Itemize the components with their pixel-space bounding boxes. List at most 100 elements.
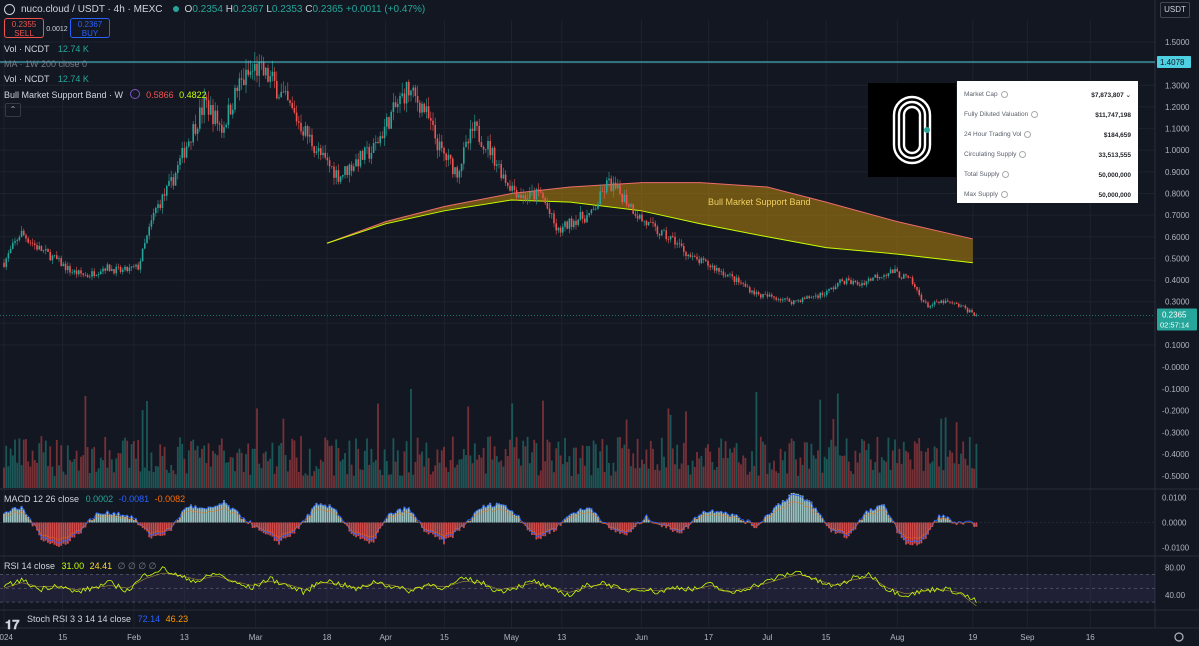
volume-bar: [755, 392, 758, 488]
candle-body: [144, 243, 146, 249]
legend-bmsb[interactable]: Bull Market Support Band · W 0.5866 0.48…: [4, 89, 207, 100]
info-icon: [1031, 111, 1039, 119]
volume-bar: [231, 457, 234, 488]
candle-body: [727, 274, 729, 277]
macd-histogram-bar: [405, 509, 408, 523]
time-tick-label: Sep: [1020, 633, 1035, 642]
macd-histogram-bar: [814, 507, 817, 523]
chevron-up-icon[interactable]: ⌃: [5, 103, 21, 117]
macd-histogram-bar: [308, 515, 311, 523]
volume-bar: [300, 436, 302, 488]
candle-body: [333, 166, 335, 178]
candle-body: [117, 266, 120, 268]
macd-histogram-bar: [51, 522, 54, 544]
legend-volume-2[interactable]: Vol · NCDT 12.74 K: [4, 74, 89, 84]
candle-body: [218, 123, 221, 125]
volume-bar: [247, 443, 250, 488]
macd-histogram-bar: [878, 505, 881, 523]
candle-body: [23, 230, 25, 236]
ohlc-low-key: L: [266, 3, 272, 15]
volume-bar: [660, 437, 663, 488]
macd-histogram-bar: [271, 522, 274, 537]
legend-rsi-empty: ∅ ∅ ∅ ∅: [117, 561, 157, 571]
symbol-title[interactable]: nuco.cloud / USDT · 4h · MEXC: [21, 3, 163, 15]
candle-body: [529, 191, 531, 199]
candle-body: [84, 274, 87, 276]
candle-body: [339, 176, 342, 182]
macd-histogram-bar: [157, 522, 159, 536]
candle-body: [927, 302, 929, 308]
volume-bar: [385, 461, 388, 488]
volume-bar: [733, 447, 736, 488]
macd-histogram-bar: [610, 522, 613, 531]
macd-histogram-bar: [764, 516, 767, 523]
candle-body: [258, 62, 260, 76]
volume-bar: [374, 459, 377, 488]
macd-histogram-bar: [324, 504, 327, 523]
volume-bar: [526, 436, 529, 488]
price-tick-label: -0.4000: [1162, 450, 1190, 459]
volume-bar: [396, 450, 399, 488]
candle-body: [669, 236, 672, 240]
volume-bar: [742, 455, 745, 488]
macd-histogram-bar: [531, 522, 533, 536]
legend-ma[interactable]: MA · 1W 200 close 0: [4, 59, 87, 69]
volume-bar: [205, 463, 208, 488]
macd-histogram-bar: [476, 510, 478, 523]
macd-histogram-bar: [737, 517, 740, 523]
candle-body: [509, 185, 511, 191]
candle-body: [9, 248, 12, 254]
macd-histogram-bar: [473, 512, 476, 523]
volume-bar: [86, 447, 89, 488]
volume-bar: [949, 450, 951, 488]
time-axis[interactable]: 2024 15 Feb 13 Mar 18 Apr 15 May 13 Jun 17 Jul 15 Aug 1…: [0, 632, 1184, 642]
tradingview-logo-icon[interactable]: 𝟏𝟕: [5, 617, 20, 632]
volume-bar: [185, 473, 188, 488]
legend-macd[interactable]: MACD 12 26 close 0.0002 -0.0081 -0.0082: [4, 494, 185, 504]
ohlc-change: +0.0011 (+0.47%): [345, 3, 426, 15]
macd-histogram-bar: [843, 522, 846, 538]
candlesticks[interactable]: [3, 52, 978, 317]
price-tick-label: 0.3000: [1165, 298, 1190, 307]
macd-histogram-bar: [586, 507, 588, 523]
candle-body: [124, 266, 126, 270]
legend-stoch-rsi[interactable]: Stoch RSI 3 3 14 14 close 72.14 46.23: [27, 614, 188, 624]
price-tick-label: -0.2000: [1162, 407, 1190, 416]
volume-bar: [821, 472, 824, 488]
volume-bar: [227, 462, 230, 488]
candle-body: [320, 148, 322, 156]
band-lower-line: [326, 199, 973, 264]
candle-body: [375, 142, 377, 144]
price-axis[interactable]: 1.50001.40001.30001.20001.10001.00000.90…: [1162, 38, 1190, 600]
macd-histogram-bar: [740, 520, 742, 523]
candle-body: [790, 301, 793, 305]
candle-body: [804, 297, 806, 299]
volume-bar: [335, 439, 338, 488]
sell-price: 0.2355: [11, 20, 37, 29]
card-row: Total Supply 50,000,000: [964, 169, 1131, 181]
legend-volume-name: Vol · NCDT: [4, 44, 50, 54]
sell-button[interactable]: 0.2355 SELL: [4, 18, 44, 38]
macd-histogram-bar: [790, 492, 793, 523]
market-info-card: Market Cap $7,873,807 ⌄ Fully Diluted Valu…: [957, 81, 1138, 203]
macd-histogram-bar: [885, 508, 888, 523]
legend-volume[interactable]: Vol · NCDT 12.74 K: [4, 44, 89, 54]
volume-bar: [176, 446, 179, 488]
volume-bar: [377, 403, 379, 488]
currency-button[interactable]: USDT: [1160, 2, 1190, 18]
volume-bar: [696, 452, 698, 488]
volume-bar: [172, 470, 175, 488]
candle-body: [588, 212, 590, 216]
macd-histogram-bar: [82, 522, 85, 529]
volume-bar: [724, 441, 727, 488]
macd-histogram-bar: [735, 515, 738, 523]
volume-bar: [471, 463, 474, 488]
candle-body: [898, 271, 901, 278]
candle-body: [300, 122, 302, 132]
gear-icon[interactable]: [1174, 632, 1184, 642]
buy-button[interactable]: 0.2367 BUY: [70, 18, 110, 38]
candle-body: [381, 136, 384, 139]
candle-body: [531, 191, 533, 193]
legend-rsi[interactable]: RSI 14 close 31.00 24.41 ∅ ∅ ∅ ∅: [4, 561, 157, 572]
candle-body: [949, 301, 951, 303]
